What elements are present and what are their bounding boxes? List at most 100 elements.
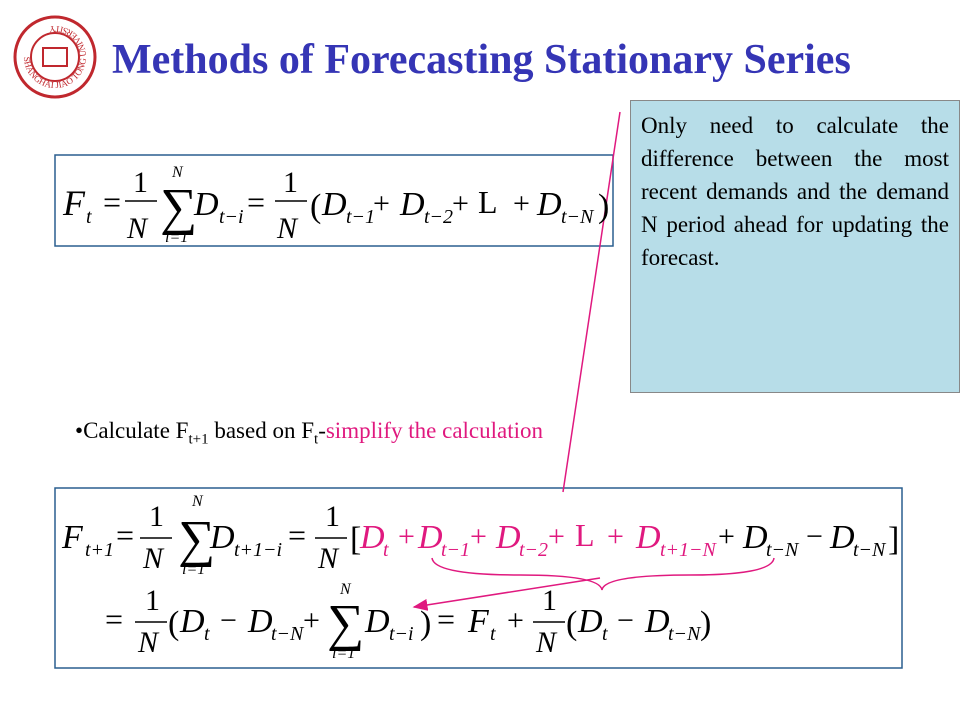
formula-symbol: D (635, 519, 661, 556)
formula-symbol: + (718, 520, 735, 553)
formula-symbol: D (193, 186, 219, 223)
formula-symbol: [ (350, 521, 361, 558)
formula-symbol: F (62, 183, 86, 223)
formula-symbol: i=1 (165, 229, 188, 246)
formula-symbol: = (103, 184, 121, 220)
bullet: •Calculate Ft+1 based on Ft-simplify the… (75, 418, 543, 449)
formula-symbol: + (548, 520, 565, 553)
formula-symbol: + (470, 520, 487, 553)
formula-symbol: − (806, 520, 823, 553)
formula-symbol: t (383, 539, 389, 561)
formula-symbol: D (209, 519, 235, 556)
text: Calculate F (83, 418, 189, 443)
formula-symbol: L (575, 517, 595, 553)
formula-symbol: D (321, 186, 347, 223)
formula-symbol: L (478, 184, 498, 220)
formula-symbol: i=1 (182, 561, 205, 578)
formula-symbol: N (126, 212, 149, 245)
formula-symbol: ∑ (178, 511, 215, 568)
formula-symbol: t−N (271, 623, 305, 645)
formula-symbol: ( (566, 605, 577, 642)
text: - (318, 418, 326, 443)
formula-symbol: D (247, 603, 273, 640)
bullet-mark: • (75, 418, 84, 443)
subscript: t (314, 431, 319, 448)
formula-symbol: + (452, 187, 469, 220)
formula-symbol: ] (888, 521, 899, 558)
brace (431, 557, 775, 591)
formula-symbol: D (417, 519, 443, 556)
formula-symbol: + (513, 187, 530, 220)
formula-symbol: D (399, 186, 425, 223)
formula-symbol: ) (420, 605, 431, 642)
formula-symbol: D (495, 519, 521, 556)
logo-text: SHANGHAI JIAO TONG UNIVERSITY (22, 24, 88, 90)
formula-symbol: 1 (542, 584, 557, 617)
formula-symbol: N (137, 626, 160, 659)
formula-symbol: t−1 (441, 539, 470, 561)
formula-symbol: + (373, 187, 390, 220)
formula-box (54, 154, 614, 247)
formula-symbol: ) (598, 188, 609, 225)
logo: SHANGHAI JIAO TONG UNIVERSITY (13, 15, 97, 99)
formula-symbol: D (536, 186, 562, 223)
arrow (412, 577, 601, 611)
formula-symbol: t−2 (519, 539, 548, 561)
formula-symbol: 1 (133, 166, 148, 199)
formula-symbol: 1 (325, 500, 340, 533)
formula-symbol: = (288, 517, 306, 553)
formula-symbol: t−i (389, 623, 414, 645)
formula-symbol: t (86, 206, 92, 228)
formula-symbol: t−2 (424, 206, 453, 228)
formula-symbol: D (364, 603, 390, 640)
formula-box (54, 487, 903, 669)
formula-symbol: N (535, 626, 558, 659)
formula-symbol: t−N (668, 623, 702, 645)
formula-symbol: ∑ (160, 179, 197, 236)
formula-symbol: t−i (219, 206, 244, 228)
formula-symbol: 1 (283, 166, 298, 199)
highlight-text: simplify the calculation (325, 418, 544, 443)
slide-title: Methods of Forecasting Stationary Series (112, 37, 851, 83)
logo-text: SHANGHAI JIAO TONG UNIVERSITY (22, 24, 88, 90)
formula-symbol: + (303, 604, 320, 637)
formula-symbol: N (191, 493, 204, 510)
formula-symbol: F (61, 519, 84, 556)
formula-symbol: t+1 (85, 539, 114, 561)
formula-symbol: t−N (766, 539, 800, 561)
formula-symbol: = (116, 517, 134, 553)
formula-symbol: + (607, 520, 624, 553)
formula-symbol: t−N (853, 539, 887, 561)
formula-symbol: 1 (145, 584, 160, 617)
formula-symbol: D (742, 519, 768, 556)
formula-symbol: D (179, 603, 205, 640)
formula-symbol: ) (700, 605, 711, 642)
formula-symbol: D (577, 603, 603, 640)
text: based on F (208, 418, 315, 443)
formula-symbol: 1 (149, 500, 164, 533)
formula-symbol: − (617, 604, 634, 637)
formula-symbol: t−N (561, 206, 595, 228)
formula-symbol: N (276, 212, 299, 245)
formula-symbol: D (644, 603, 670, 640)
formula-symbol: N (171, 164, 184, 181)
formula-symbol: t+1−i (234, 539, 282, 561)
formula-symbol: ( (310, 188, 321, 225)
formula-symbol: N (142, 542, 165, 575)
formula-symbol: = (105, 601, 123, 637)
formula-symbol: D (359, 519, 385, 556)
formula-symbol: t+1−N (660, 539, 718, 561)
formula-symbol: N (339, 581, 352, 598)
formula-symbol: t (204, 623, 210, 645)
callout-pointer (562, 111, 621, 493)
formula-symbol: = (247, 184, 265, 220)
formula-symbol: − (220, 604, 237, 637)
formula-symbol: + (507, 604, 524, 637)
formula-symbol: + (398, 520, 415, 553)
formula-symbol: i=1 (332, 645, 355, 662)
formula-symbol: t−1 (346, 206, 375, 228)
formula-symbol: N (317, 542, 340, 575)
